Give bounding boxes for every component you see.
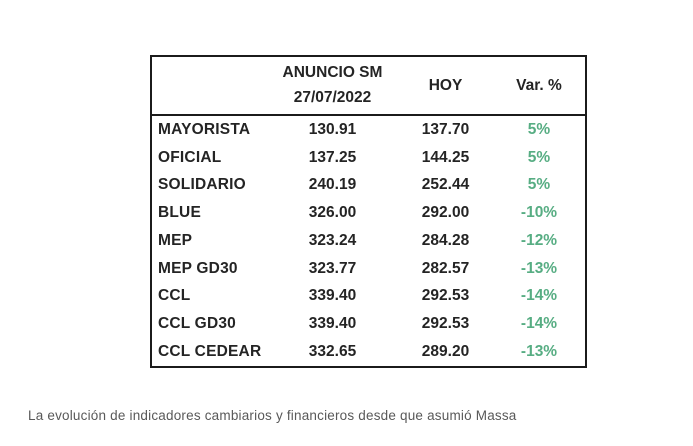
cell-anuncio: 130.91 xyxy=(308,120,357,138)
cell-var: 5% xyxy=(527,148,551,166)
table-row: CCL 339.40 292.53 -14% xyxy=(152,283,585,311)
table-row: MEP GD30 323.77 282.57 -13% xyxy=(152,255,585,283)
header-anuncio-title: ANUNCIO SM xyxy=(282,64,383,82)
table-row: MAYORISTA 130.91 137.70 5% xyxy=(152,116,585,144)
cell-anuncio: 323.24 xyxy=(308,231,357,249)
table-row: SOLIDARIO 240.19 252.44 5% xyxy=(152,172,585,200)
cell-hoy: 282.57 xyxy=(421,259,470,277)
cell-hoy: 292.53 xyxy=(421,315,470,333)
cell-var: -14% xyxy=(520,287,558,305)
header-hoy-cell: HOY xyxy=(428,76,463,94)
cell-anuncio: 339.40 xyxy=(308,287,357,305)
cell-hoy: 292.00 xyxy=(421,204,470,222)
cell-label: MEP GD30 xyxy=(158,259,238,277)
header-anuncio-date: 27/07/2022 xyxy=(293,88,372,106)
cell-label: BLUE xyxy=(158,204,201,222)
cell-hoy: 284.28 xyxy=(421,231,470,249)
cell-label: MEP xyxy=(158,231,193,249)
table-row: OFICIAL 137.25 144.25 5% xyxy=(152,144,585,172)
cell-anuncio: 326.00 xyxy=(308,204,357,222)
cell-label: MAYORISTA xyxy=(158,120,251,138)
table-row: CCL CEDEAR 332.65 289.20 -13% xyxy=(152,338,585,366)
table-row: CCL GD30 339.40 292.53 -14% xyxy=(152,310,585,338)
cell-label: CCL CEDEAR xyxy=(158,343,262,360)
image-caption: La evolución de indicadores cambiarios y… xyxy=(28,408,517,423)
cell-label: CCL GD30 xyxy=(158,315,236,333)
cell-hoy: 292.53 xyxy=(421,287,470,305)
cell-label: OFICIAL xyxy=(158,148,222,166)
cell-anuncio: 332.65 xyxy=(308,343,357,360)
fx-rates-table: ANUNCIO SM 27/07/2022 HOY Var. % MAYORIS… xyxy=(150,55,587,368)
cell-var: -14% xyxy=(520,315,558,333)
cell-anuncio: 137.25 xyxy=(308,148,357,166)
cell-label: SOLIDARIO xyxy=(158,176,246,194)
table-body: MAYORISTA 130.91 137.70 5% OFICIAL 137.25 144.… xyxy=(152,116,585,366)
cell-var: -13% xyxy=(520,343,558,360)
cell-var: -13% xyxy=(520,259,558,277)
cell-var: -10% xyxy=(520,204,558,222)
cell-var: 5% xyxy=(527,120,551,138)
table-row: BLUE 326.00 292.00 -10% xyxy=(152,199,585,227)
cell-label: CCL xyxy=(158,287,191,305)
cell-var: 5% xyxy=(527,176,551,194)
header-var-cell: Var. % xyxy=(516,76,562,94)
cell-hoy: 137.70 xyxy=(421,120,470,138)
cell-hoy: 144.25 xyxy=(421,148,470,166)
cell-anuncio: 323.77 xyxy=(308,259,357,277)
cell-hoy: 252.44 xyxy=(421,176,470,194)
cell-var: -12% xyxy=(520,231,558,249)
cell-anuncio: 339.40 xyxy=(308,315,357,333)
table-row: MEP 323.24 284.28 -12% xyxy=(152,227,585,255)
table-header-row: ANUNCIO SM 27/07/2022 HOY Var. % xyxy=(152,57,585,116)
header-anuncio-cell: ANUNCIO SM 27/07/2022 xyxy=(267,61,398,109)
cell-anuncio: 240.19 xyxy=(308,176,357,194)
cell-hoy: 289.20 xyxy=(421,343,470,360)
